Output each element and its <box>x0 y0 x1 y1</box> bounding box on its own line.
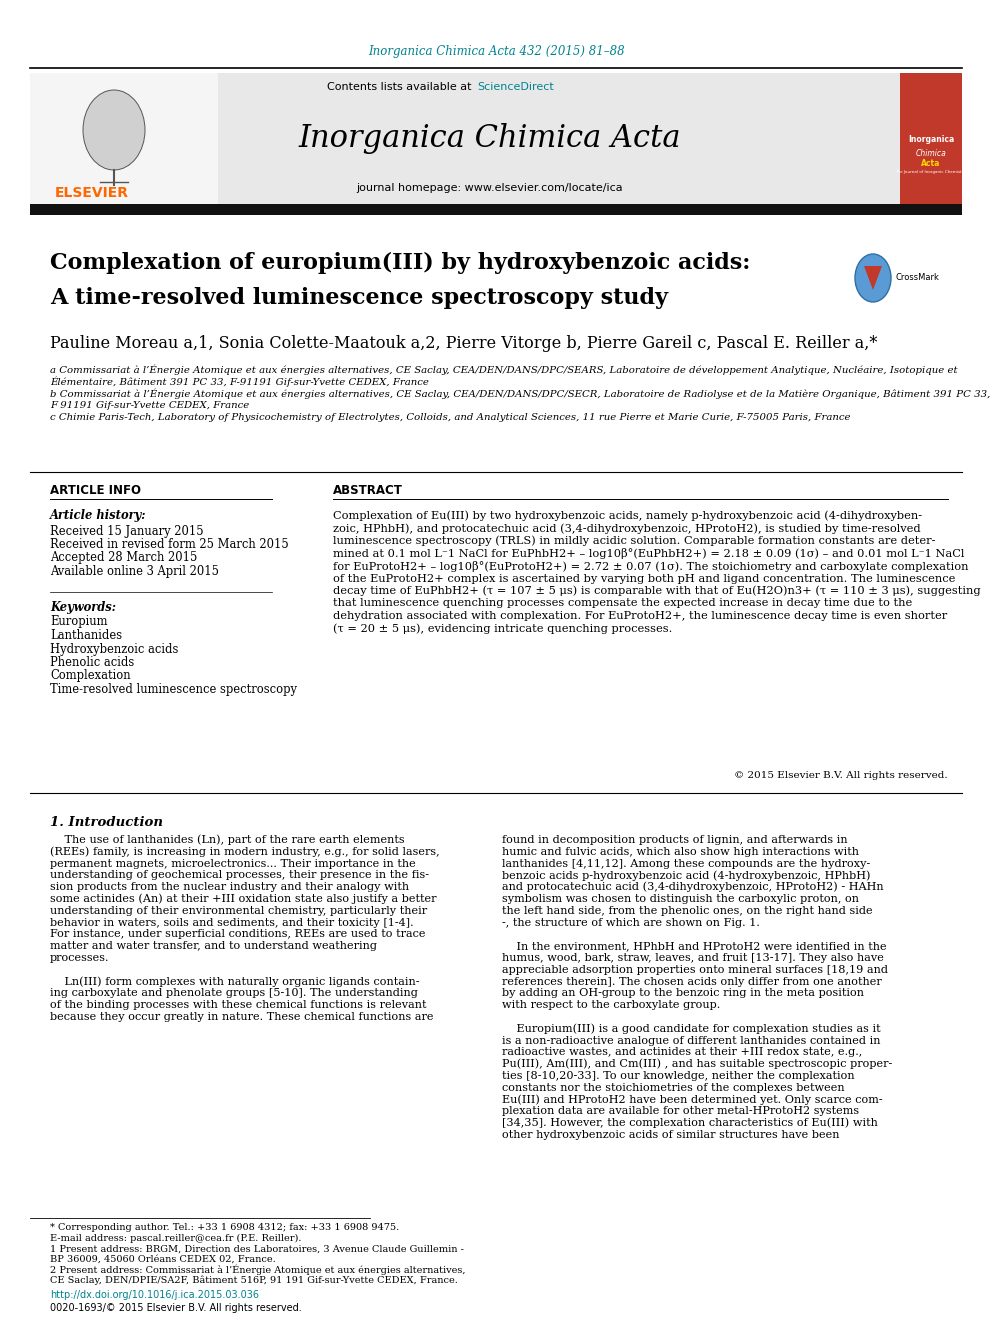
Text: decay time of EuPhbH2+ (τ = 107 ± 5 μs) is comparable with that of Eu(H2O)n3+ (τ: decay time of EuPhbH2+ (τ = 107 ± 5 μs) … <box>333 586 981 597</box>
Text: Accepted 28 March 2015: Accepted 28 March 2015 <box>50 552 197 565</box>
Text: Lanthanides: Lanthanides <box>50 628 122 642</box>
Text: 1 Present address: BRGM, Direction des Laboratoires, 3 Avenue Claude Guillemin -: 1 Present address: BRGM, Direction des L… <box>50 1245 464 1253</box>
Text: Received in revised form 25 March 2015: Received in revised form 25 March 2015 <box>50 538 289 550</box>
Text: journal homepage: www.elsevier.com/locate/ica: journal homepage: www.elsevier.com/locat… <box>357 183 623 193</box>
Text: Complexation of europium(III) by hydroxybenzoic acids:: Complexation of europium(III) by hydroxy… <box>50 251 750 274</box>
Text: Article history:: Article history: <box>50 509 147 523</box>
Text: ELSEVIER: ELSEVIER <box>55 187 129 200</box>
Text: ScienceDirect: ScienceDirect <box>477 82 554 93</box>
Text: understanding of geochemical processes, their presence in the fis-: understanding of geochemical processes, … <box>50 871 429 880</box>
Text: 1. Introduction: 1. Introduction <box>50 815 163 828</box>
Text: Europium: Europium <box>50 615 107 628</box>
Bar <box>30 204 962 216</box>
Text: lanthanides [4,11,12]. Among these compounds are the hydroxy-: lanthanides [4,11,12]. Among these compo… <box>502 859 870 869</box>
Text: that luminescence quenching processes compensate the expected increase in decay : that luminescence quenching processes co… <box>333 598 913 609</box>
Text: Keywords:: Keywords: <box>50 602 116 614</box>
Text: the left hand side, from the phenolic ones, on the right hand side: the left hand side, from the phenolic on… <box>502 906 873 916</box>
Text: In the environment, HPhbH and HProtoH2 were identified in the: In the environment, HPhbH and HProtoH2 w… <box>502 941 887 951</box>
Text: E-mail address: pascal.reiller@cea.fr (P.E. Reiller).: E-mail address: pascal.reiller@cea.fr (P… <box>50 1234 302 1244</box>
Text: permanent magnets, microelectronics... Their importance in the: permanent magnets, microelectronics... T… <box>50 859 416 869</box>
Text: because they occur greatly in nature. These chemical functions are: because they occur greatly in nature. Th… <box>50 1012 434 1021</box>
Text: Inorganica: Inorganica <box>908 135 954 144</box>
Text: Acta: Acta <box>922 159 940 168</box>
Text: Hydroxybenzoic acids: Hydroxybenzoic acids <box>50 643 179 655</box>
Text: a Commissariat à l’Énergie Atomique et aux énergies alternatives, CE Saclay, CEA: a Commissariat à l’Énergie Atomique et a… <box>50 365 957 376</box>
Text: ARTICLE INFO: ARTICLE INFO <box>50 483 141 496</box>
Text: for EuProtoH2+ – log10β°(EuProtoH2+) = 2.72 ± 0.07 (1σ). The stoichiometry and c: for EuProtoH2+ – log10β°(EuProtoH2+) = 2… <box>333 561 968 572</box>
Text: b Commissariat à l’Énergie Atomique et aux énergies alternatives, CE Saclay, CEA: b Commissariat à l’Énergie Atomique et a… <box>50 389 990 400</box>
Polygon shape <box>864 266 882 290</box>
Text: Complexation of Eu(III) by two hydroxybenzoic acids, namely p-hydroxybenzoic aci: Complexation of Eu(III) by two hydroxybe… <box>333 511 923 521</box>
Text: behavior in waters, soils and sediments, and their toxicity [1-4].: behavior in waters, soils and sediments,… <box>50 918 414 927</box>
Text: benzoic acids p-hydroxybenzoic acid (4-hydroxybenzoic, HPhbH): benzoic acids p-hydroxybenzoic acid (4-h… <box>502 871 871 881</box>
Bar <box>30 73 900 205</box>
Text: Chimica: Chimica <box>916 148 946 157</box>
Text: constants nor the stoichiometries of the complexes between: constants nor the stoichiometries of the… <box>502 1082 844 1093</box>
Text: by adding an OH-group to the benzoic ring in the meta position: by adding an OH-group to the benzoic rin… <box>502 988 864 999</box>
Text: Élémentaire, Bâtiment 391 PC 33, F-91191 Gif-sur-Yvette CEDEX, France: Élémentaire, Bâtiment 391 PC 33, F-91191… <box>50 377 429 388</box>
Text: sion products from the nuclear industry and their analogy with: sion products from the nuclear industry … <box>50 882 409 892</box>
Text: BP 36009, 45060 Orléans CEDEX 02, France.: BP 36009, 45060 Orléans CEDEX 02, France… <box>50 1256 276 1263</box>
Text: Ln(III) form complexes with naturally organic ligands contain-: Ln(III) form complexes with naturally or… <box>50 976 420 987</box>
Text: Received 15 January 2015: Received 15 January 2015 <box>50 524 203 537</box>
Text: of the EuProtoH2+ complex is ascertained by varying both pH and ligand concentra: of the EuProtoH2+ complex is ascertained… <box>333 573 955 583</box>
Text: Contents lists available at: Contents lists available at <box>327 82 475 93</box>
Text: matter and water transfer, and to understand weathering: matter and water transfer, and to unders… <box>50 941 377 951</box>
Text: of the binding processes with these chemical functions is relevant: of the binding processes with these chem… <box>50 1000 427 1011</box>
Text: zoic, HPhbH), and protocatechuic acid (3,4-dihydroxybenzoic, HProtoH2), is studi: zoic, HPhbH), and protocatechuic acid (3… <box>333 523 921 533</box>
Text: some actinides (An) at their +III oxidation state also justify a better: some actinides (An) at their +III oxidat… <box>50 894 436 905</box>
Text: is a non-radioactive analogue of different lanthanides contained in: is a non-radioactive analogue of differe… <box>502 1036 881 1045</box>
Text: 2 Present address: Commissariat à l’Énergie Atomique et aux énergies alternative: 2 Present address: Commissariat à l’Éner… <box>50 1265 465 1275</box>
Text: ABSTRACT: ABSTRACT <box>333 483 403 496</box>
Text: humic and fulvic acids, which also show high interactions with: humic and fulvic acids, which also show … <box>502 847 859 857</box>
Text: Time-resolved luminescence spectroscopy: Time-resolved luminescence spectroscopy <box>50 683 297 696</box>
Ellipse shape <box>855 254 891 302</box>
Text: with respect to the carboxylate group.: with respect to the carboxylate group. <box>502 1000 720 1011</box>
Text: plexation data are available for other metal-HProtoH2 systems: plexation data are available for other m… <box>502 1106 859 1117</box>
Text: other hydroxybenzoic acids of similar structures have been: other hydroxybenzoic acids of similar st… <box>502 1130 839 1140</box>
Text: Available online 3 April 2015: Available online 3 April 2015 <box>50 565 219 578</box>
Text: [34,35]. However, the complexation characteristics of Eu(III) with: [34,35]. However, the complexation chara… <box>502 1118 878 1129</box>
Text: Complexation: Complexation <box>50 669 131 683</box>
Text: 0020-1693/© 2015 Elsevier B.V. All rights reserved.: 0020-1693/© 2015 Elsevier B.V. All right… <box>50 1303 302 1312</box>
Text: Pauline Moreau a,1, Sonia Colette-Maatouk a,2, Pierre Vitorge b, Pierre Gareil c: Pauline Moreau a,1, Sonia Colette-Maatou… <box>50 335 877 352</box>
Text: humus, wood, bark, straw, leaves, and fruit [13-17]. They also have: humus, wood, bark, straw, leaves, and fr… <box>502 953 884 963</box>
Text: http://dx.doi.org/10.1016/j.ica.2015.03.036: http://dx.doi.org/10.1016/j.ica.2015.03.… <box>50 1290 259 1301</box>
Text: -, the structure of which are shown on Fig. 1.: -, the structure of which are shown on F… <box>502 918 760 927</box>
Text: Eu(III) and HProtoH2 have been determined yet. Only scarce com-: Eu(III) and HProtoH2 have been determine… <box>502 1094 883 1105</box>
Text: * Corresponding author. Tel.: +33 1 6908 4312; fax: +33 1 6908 9475.: * Corresponding author. Tel.: +33 1 6908… <box>50 1224 399 1233</box>
Text: luminescence spectroscopy (TRLS) in mildly acidic solution. Comparable formation: luminescence spectroscopy (TRLS) in mild… <box>333 536 935 546</box>
Text: Inorganica Chimica Acta: Inorganica Chimica Acta <box>299 123 682 153</box>
Text: The use of lanthanides (Ln), part of the rare earth elements: The use of lanthanides (Ln), part of the… <box>50 835 405 845</box>
Text: © 2015 Elsevier B.V. All rights reserved.: © 2015 Elsevier B.V. All rights reserved… <box>734 771 948 781</box>
Text: dehydration associated with complexation. For EuProtoH2+, the luminescence decay: dehydration associated with complexation… <box>333 611 947 620</box>
Text: A time-resolved luminescence spectroscopy study: A time-resolved luminescence spectroscop… <box>50 287 668 310</box>
Text: (τ = 20 ± 5 μs), evidencing intricate quenching processes.: (τ = 20 ± 5 μs), evidencing intricate qu… <box>333 623 673 634</box>
Text: understanding of their environmental chemistry, particularly their: understanding of their environmental che… <box>50 906 428 916</box>
Text: For instance, under superficial conditions, REEs are used to trace: For instance, under superficial conditio… <box>50 929 426 939</box>
Text: Inorganica Chimica Acta 432 (2015) 81–88: Inorganica Chimica Acta 432 (2015) 81–88 <box>368 45 624 58</box>
Text: ing carboxylate and phenolate groups [5-10]. The understanding: ing carboxylate and phenolate groups [5-… <box>50 988 418 999</box>
Text: and protocatechuic acid (3,4-dihydroxybenzoic, HProtoH2) - HAHn: and protocatechuic acid (3,4-dihydroxybe… <box>502 882 884 893</box>
Text: processes.: processes. <box>50 953 109 963</box>
Text: mined at 0.1 mol L⁻1 NaCl for EuPhbH2+ – log10β°(EuPhbH2+) = 2.18 ± 0.09 (1σ) – : mined at 0.1 mol L⁻1 NaCl for EuPhbH2+ –… <box>333 548 964 560</box>
Text: F 91191 Gif-sur-Yvette CEDEX, France: F 91191 Gif-sur-Yvette CEDEX, France <box>50 401 249 410</box>
Text: symbolism was chosen to distinguish the carboxylic proton, on: symbolism was chosen to distinguish the … <box>502 894 859 904</box>
Bar <box>30 73 218 205</box>
Text: c Chimie Paris-Tech, Laboratory of Physicochemistry of Electrolytes, Colloids, a: c Chimie Paris-Tech, Laboratory of Physi… <box>50 414 850 422</box>
Bar <box>900 73 962 205</box>
Text: CrossMark: CrossMark <box>895 274 938 283</box>
Text: radioactive wastes, and actinides at their +III redox state, e.g.,: radioactive wastes, and actinides at the… <box>502 1048 862 1057</box>
Text: The Journal of Inorganic Chemistry: The Journal of Inorganic Chemistry <box>896 169 966 175</box>
Text: appreciable adsorption properties onto mineral surfaces [18,19 and: appreciable adsorption properties onto m… <box>502 964 888 975</box>
Text: found in decomposition products of lignin, and afterwards in: found in decomposition products of ligni… <box>502 835 847 845</box>
Text: Europium(III) is a good candidate for complexation studies as it: Europium(III) is a good candidate for co… <box>502 1024 881 1035</box>
Text: CE Saclay, DEN/DPIE/SA2F, Bâtiment 516P, 91 191 Gif-sur-Yvette CEDEX, France.: CE Saclay, DEN/DPIE/SA2F, Bâtiment 516P,… <box>50 1275 458 1285</box>
Text: ties [8-10,20-33]. To our knowledge, neither the complexation: ties [8-10,20-33]. To our knowledge, nei… <box>502 1072 855 1081</box>
Text: Phenolic acids: Phenolic acids <box>50 656 134 669</box>
Ellipse shape <box>83 90 145 169</box>
Text: (REEs) family, is increasing in modern industry, e.g., for solid lasers,: (REEs) family, is increasing in modern i… <box>50 847 439 857</box>
Text: Pu(III), Am(III), and Cm(III) , and has suitable spectroscopic proper-: Pu(III), Am(III), and Cm(III) , and has … <box>502 1058 892 1069</box>
Text: references therein]. The chosen acids only differ from one another: references therein]. The chosen acids on… <box>502 976 882 987</box>
